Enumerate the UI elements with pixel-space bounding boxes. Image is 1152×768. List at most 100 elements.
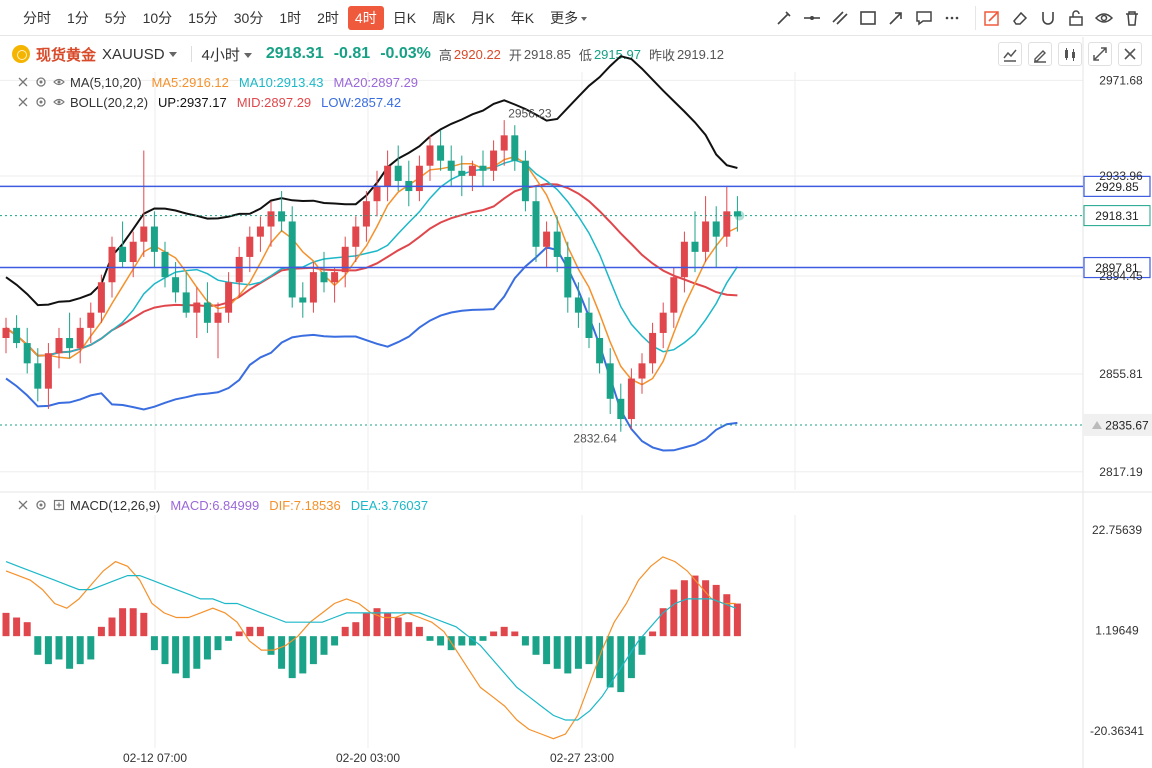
macd-dea-line: [5, 561, 737, 721]
macd-bar: [140, 612, 148, 637]
macd-dif-line: [5, 556, 736, 740]
chart-settings-tools: [998, 42, 1142, 66]
timeframe-12[interactable]: 年K: [510, 9, 535, 26]
symbol-selector[interactable]: XAUUSD: [102, 46, 177, 63]
macd-bar: [97, 626, 105, 637]
ma-legend: MA(5,10,20) MA5:2916.12 MA10:2913.43 MA2…: [16, 73, 418, 91]
candle-body: [627, 378, 635, 420]
candle-body: [278, 211, 286, 222]
timeframe-11[interactable]: 月K: [471, 9, 495, 26]
settings-icon[interactable]: [34, 75, 48, 89]
ma20-value: MA20:2897.29: [333, 74, 419, 90]
ma5-line: [5, 155, 738, 386]
candle-body: [384, 165, 392, 186]
timeframe-4[interactable]: 15分: [188, 9, 218, 26]
price-tag-label: 2897.81: [1095, 261, 1139, 275]
expand-icon[interactable]: [52, 498, 66, 512]
more-dots-icon[interactable]: [940, 6, 964, 30]
comment-icon[interactable]: [912, 6, 936, 30]
macd-bar: [458, 636, 466, 646]
macd-bar: [659, 608, 667, 637]
eraser-icon[interactable]: [1008, 6, 1032, 30]
timeframe-10[interactable]: 周K: [432, 9, 456, 26]
macd-bar: [161, 636, 169, 665]
price-axis-tick: 2971.68: [1099, 73, 1143, 87]
eye-icon[interactable]: [1092, 6, 1116, 30]
candle-body: [235, 256, 243, 283]
candle-body: [680, 241, 688, 278]
candle-body: [638, 363, 646, 379]
close-icon[interactable]: [16, 95, 30, 109]
draw-pen-icon[interactable]: [1028, 42, 1052, 66]
macd-bar: [532, 636, 540, 655]
timeframe-0[interactable]: 分时: [23, 9, 51, 26]
magnet-icon[interactable]: [1036, 6, 1060, 30]
fullscreen-icon[interactable]: [1088, 42, 1112, 66]
price-axis-tick: 2855.81: [1099, 367, 1143, 381]
timeframe-selector[interactable]: 4小时: [202, 44, 252, 65]
close-icon[interactable]: [16, 498, 30, 512]
macd-bar: [13, 617, 21, 637]
macd-bar: [606, 636, 614, 688]
candle-body: [574, 297, 582, 313]
timeframe-5[interactable]: 30分: [233, 9, 264, 26]
settings-icon[interactable]: [34, 95, 48, 109]
candle-body: [55, 338, 63, 354]
timeframe-13[interactable]: 更多: [543, 6, 594, 30]
macd-bar: [203, 636, 211, 660]
timeframe-7[interactable]: 2时: [317, 9, 339, 26]
eye-icon[interactable]: [52, 75, 66, 89]
macd-bar: [500, 626, 508, 637]
time-axis-label: 02-12 07:00: [123, 751, 187, 765]
timeframe-2[interactable]: 5分: [104, 9, 127, 26]
timeframe-9[interactable]: 日K: [392, 9, 417, 26]
candle-body: [256, 226, 264, 237]
boll-legend: BOLL(20,2,2) UP:2937.17 MID:2897.29 LOW:…: [16, 93, 401, 111]
timeframe-3[interactable]: 10分: [142, 9, 173, 26]
macd-panel: [2, 556, 741, 740]
macd-bar: [649, 631, 657, 637]
price-axis-tick: 2817.19: [1099, 465, 1143, 479]
candle-body: [373, 186, 381, 202]
arrow-icon[interactable]: [884, 6, 908, 30]
close-icon[interactable]: [16, 75, 30, 89]
horizontal-line-icon[interactable]: [800, 6, 824, 30]
macd-bar: [119, 608, 127, 637]
chart-type-icon[interactable]: [998, 42, 1022, 66]
candles-icon[interactable]: [1058, 42, 1082, 66]
candle-body: [490, 150, 498, 171]
gold-coin-icon: [12, 45, 30, 63]
macd-bar: [617, 636, 625, 693]
macd-bar: [214, 636, 222, 651]
close-icon[interactable]: [1118, 42, 1142, 66]
eye-icon[interactable]: [52, 95, 66, 109]
candle-body: [108, 246, 116, 283]
candle-body: [415, 165, 423, 192]
unlock-icon[interactable]: [1064, 6, 1088, 30]
ma-lines: [5, 155, 739, 386]
timeframe-1[interactable]: 1分: [67, 9, 89, 26]
timeframe-6[interactable]: 1时: [279, 9, 302, 26]
candle-body: [733, 211, 741, 217]
boll-upper-line: [5, 55, 738, 307]
timeframe-8[interactable]: 4时: [347, 5, 384, 30]
last-price: 2918.31: [265, 45, 324, 62]
ma10-line: [5, 159, 739, 357]
low-label: 低: [578, 47, 592, 63]
candle-body: [44, 353, 52, 389]
open-label: 开: [508, 47, 522, 63]
settings-icon[interactable]: [34, 498, 48, 512]
pencil-icon[interactable]: [772, 6, 796, 30]
annotations: 2956.23 2832.64: [508, 107, 617, 446]
candle-body: [97, 282, 105, 313]
boll-mid-value: MID:2897.29: [236, 94, 312, 110]
macd-legend: MACD(12,26,9) MACD:6.84999 DIF:7.18536 D…: [16, 496, 428, 514]
edit-active-icon[interactable]: [980, 6, 1004, 30]
rectangle-icon[interactable]: [856, 6, 880, 30]
candle-body: [543, 231, 551, 247]
price-axis-tick: 2894.45: [1099, 269, 1143, 283]
candle-body: [564, 256, 572, 298]
trash-icon[interactable]: [1120, 6, 1144, 30]
parallel-lines-icon[interactable]: [828, 6, 852, 30]
